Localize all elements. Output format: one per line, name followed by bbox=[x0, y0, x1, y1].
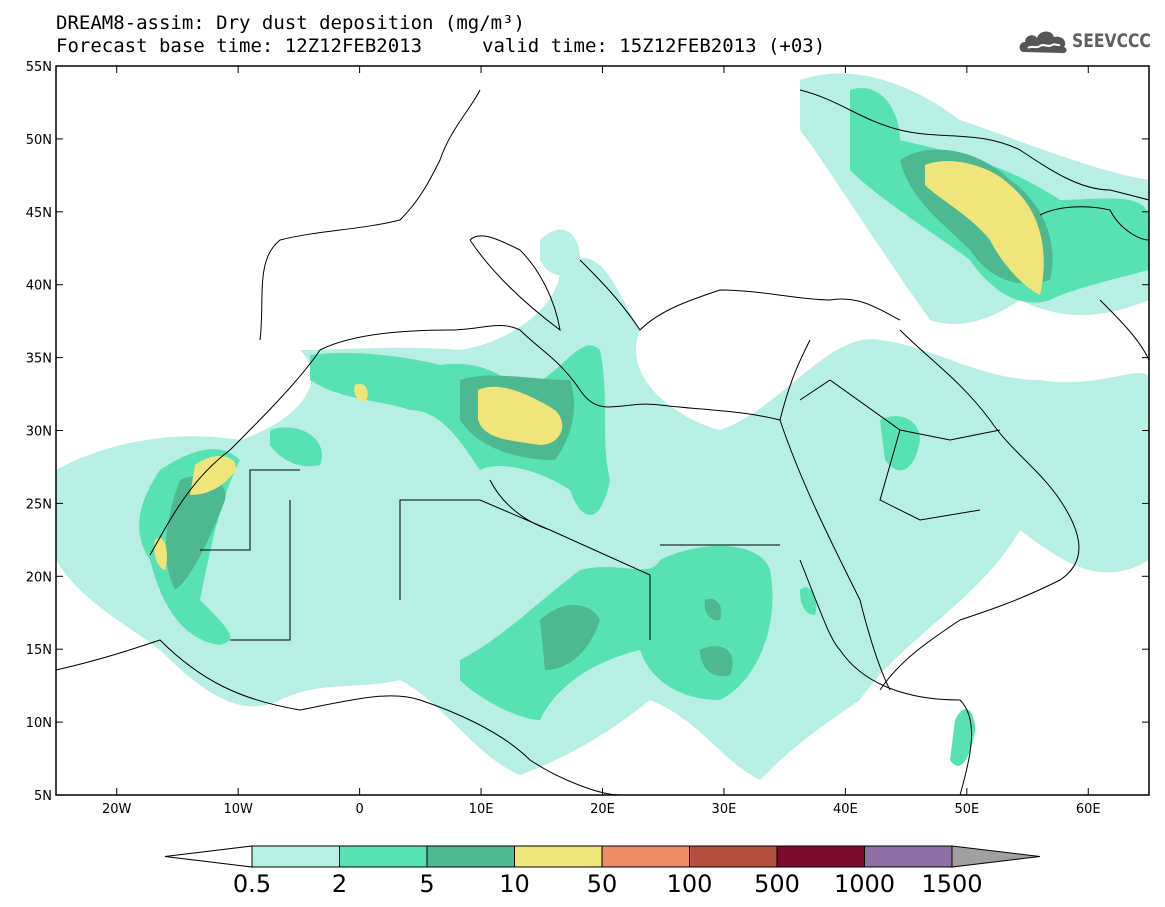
lon-tick-label: 10E bbox=[469, 802, 494, 817]
colorbar-swatch bbox=[251, 845, 340, 868]
colorbar-swatch bbox=[601, 845, 690, 868]
colorbar-swatch bbox=[426, 845, 515, 868]
colorbar-level-label: 500 bbox=[754, 870, 800, 898]
lon-tick-label: 10W bbox=[223, 802, 253, 817]
lat-tick-label: 45N bbox=[26, 206, 52, 221]
colorbar-under-arrow bbox=[164, 845, 253, 868]
colorbar bbox=[164, 845, 1041, 868]
lat-tick-label: 20N bbox=[26, 570, 52, 585]
lon-tick-label: 40E bbox=[833, 802, 858, 817]
colorbar-swatch bbox=[864, 845, 953, 868]
lat-tick-label: 30N bbox=[26, 425, 52, 440]
colorbar-over-arrow bbox=[951, 845, 1041, 868]
lat-tick-label: 15N bbox=[26, 643, 52, 658]
lon-tick-label: 20W bbox=[102, 802, 132, 817]
lat-tick-label: 50N bbox=[26, 133, 52, 148]
colorbar-level-label: 0.5 bbox=[232, 870, 272, 898]
lon-tick-label: 50E bbox=[954, 802, 979, 817]
lat-tick-label: 10N bbox=[26, 716, 52, 731]
map-title: DREAM8-assim: Dry dust deposition (mg/m³… bbox=[56, 12, 525, 34]
colorbar-level-label: 1000 bbox=[833, 870, 896, 898]
colorbar-swatch bbox=[689, 845, 778, 868]
lat-tick-label: 5N bbox=[34, 789, 52, 804]
lat-tick-label: 40N bbox=[26, 279, 52, 294]
contour-level-10 bbox=[154, 161, 1044, 570]
forecast-base-time: Forecast base time: 12Z12FEB2013 bbox=[56, 35, 423, 57]
longitude-axis: 20W 10W 0 10E 20E 30E 40E 50E 60E bbox=[102, 66, 1101, 817]
deposition-field bbox=[56, 73, 1149, 781]
cloud-icon bbox=[1019, 31, 1067, 54]
valid-time: valid time: 15Z12FEB2013 (+03) bbox=[482, 35, 826, 57]
colorbar-level-label: 1500 bbox=[921, 870, 983, 898]
colorbar-level-label: 2 bbox=[331, 870, 348, 898]
colorbar-swatch bbox=[339, 845, 428, 868]
latitude-axis: 55N 50N 45N 40N 35N 30N 25N 20N 15N 10N 5N bbox=[26, 60, 1149, 804]
colorbar-level-label: 100 bbox=[666, 870, 713, 898]
lon-tick-label: 0 bbox=[355, 802, 363, 817]
lon-tick-label: 60E bbox=[1076, 802, 1101, 817]
colorbar-swatch bbox=[776, 845, 865, 868]
lat-tick-label: 25N bbox=[26, 497, 52, 512]
lon-tick-label: 20E bbox=[590, 802, 615, 817]
lon-tick-label: 30E bbox=[712, 802, 737, 817]
seevccc-logo: SEEVCCC bbox=[1018, 26, 1158, 56]
logo-text: SEEVCCC bbox=[1072, 30, 1151, 52]
colorbar-level-label: 50 bbox=[586, 870, 618, 898]
lat-tick-label: 35N bbox=[26, 352, 52, 367]
lat-tick-label: 55N bbox=[26, 60, 52, 75]
colorbar-level-label: 10 bbox=[499, 870, 530, 898]
coastlines-and-borders bbox=[56, 89, 1149, 795]
colorbar-level-label: 5 bbox=[419, 870, 435, 898]
colorbar-swatch bbox=[514, 845, 603, 868]
